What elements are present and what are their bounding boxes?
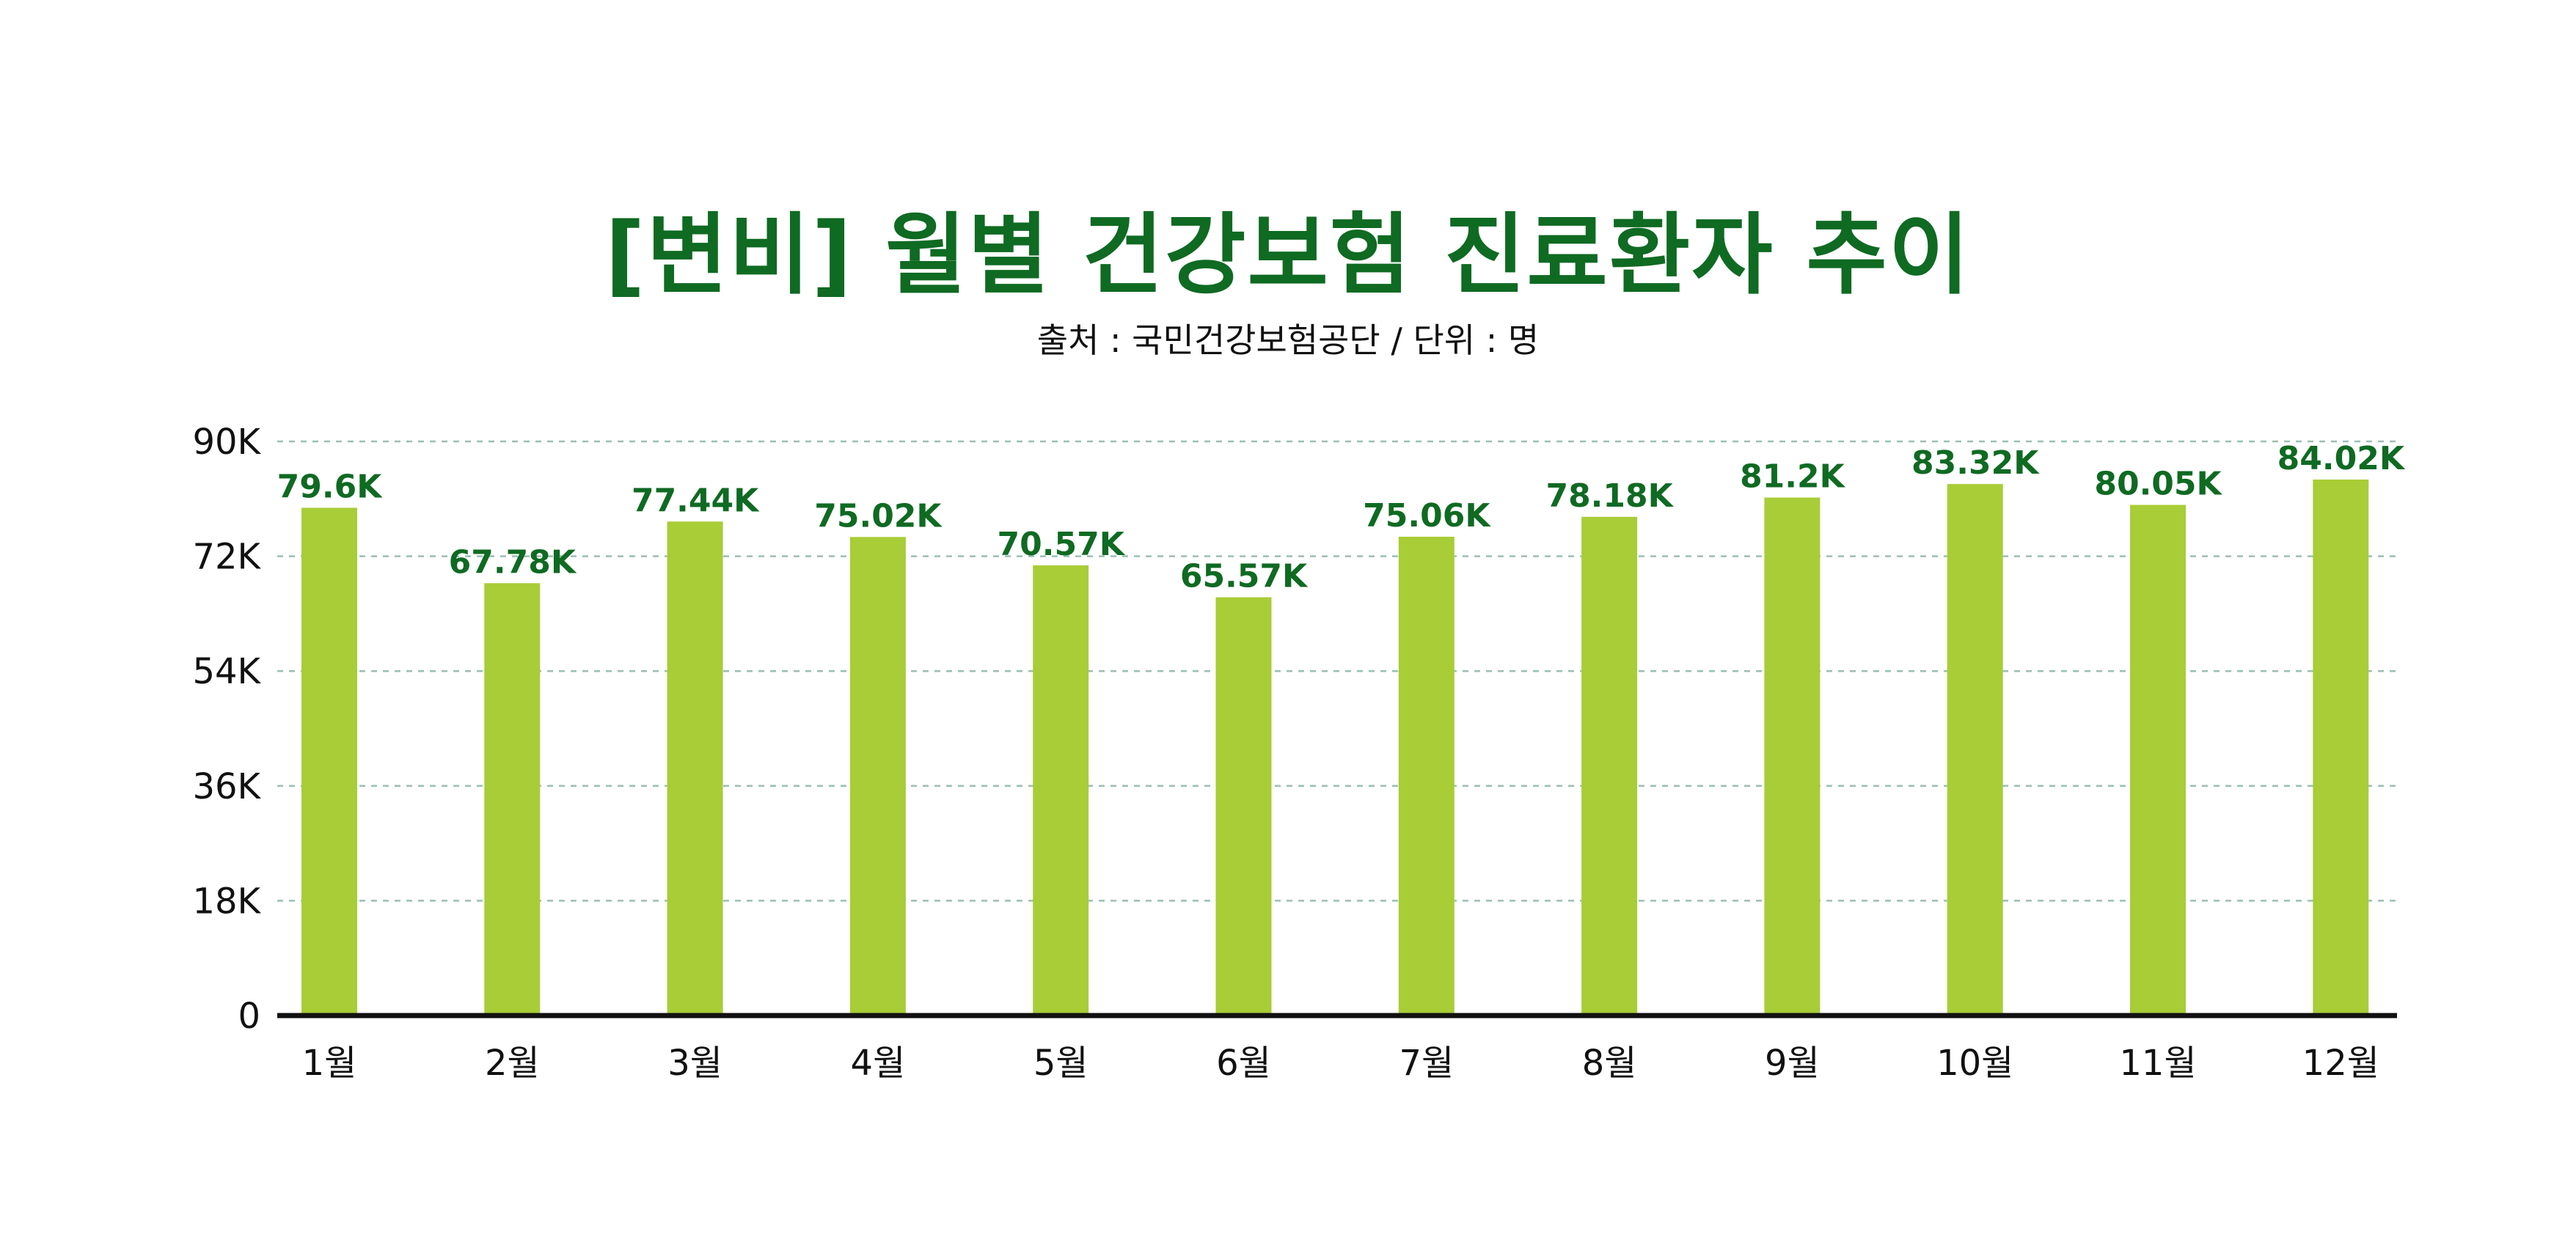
data-label: 84.02K: [2277, 440, 2406, 477]
data-label: 75.06K: [1363, 497, 1491, 535]
x-tick-label: 12월: [2302, 1043, 2379, 1084]
bar: [1764, 497, 1821, 1016]
x-tick-label: 6월: [1216, 1043, 1271, 1084]
data-label: 67.78K: [449, 543, 577, 581]
bar: [1215, 597, 1272, 1016]
x-tick-label: 5월: [1033, 1043, 1088, 1084]
x-tick-label: 2월: [485, 1043, 540, 1084]
y-tick-label: 36K: [192, 766, 261, 807]
bar: [1947, 484, 2003, 1016]
bars: [301, 480, 2369, 1016]
bar: [849, 537, 906, 1016]
x-tick-label: 10월: [1936, 1043, 2013, 1084]
x-tick-label: 1월: [302, 1043, 357, 1084]
y-tick-label: 72K: [192, 537, 261, 578]
bar: [484, 583, 541, 1016]
bar: [2313, 480, 2369, 1016]
bar: [2130, 504, 2186, 1016]
data-label: 80.05K: [2094, 466, 2222, 503]
bar: [667, 521, 723, 1016]
y-tick-label: 18K: [192, 881, 261, 922]
data-label: 65.57K: [1180, 558, 1309, 595]
x-tick-label: 11월: [2119, 1043, 2196, 1084]
bar: [301, 507, 357, 1016]
data-label: 78.18K: [1545, 477, 1674, 515]
bar: [1033, 565, 1089, 1016]
y-tick-label: 0: [238, 996, 260, 1037]
data-label: 70.57K: [998, 526, 1126, 563]
x-tick-label: 3월: [667, 1043, 722, 1084]
x-tick-label: 9월: [1765, 1043, 1820, 1084]
y-tick-label: 54K: [192, 651, 261, 692]
data-labels: 79.6K 67.78K 77.44K 75.02K 70.57K 65.57K 75.06…: [277, 440, 2406, 595]
chart-title: [변비] 월별 건강보험 진료환자 추이: [604, 205, 1972, 307]
data-label: 75.02K: [814, 497, 943, 535]
x-tick-label: 4월: [851, 1043, 906, 1084]
data-label: 79.6K: [277, 468, 384, 505]
chart-subtitle: 출처 : 국민건강보험공단 / 단위 : 명: [1036, 320, 1540, 360]
bar: [1398, 536, 1455, 1016]
y-tick-label: 90K: [192, 422, 261, 463]
bar: [1581, 516, 1638, 1016]
data-label: 77.44K: [632, 482, 760, 519]
x-tick-label: 8월: [1582, 1043, 1637, 1084]
axes: 0 18K 36K 54K 72K 90K 1월 2월 3월 4월 5월 6월 7월 8월 9월 10월 11월…: [192, 422, 2397, 1084]
x-tick-label: 7월: [1399, 1043, 1454, 1084]
gridlines: [277, 440, 2397, 902]
data-label: 83.32K: [1911, 444, 2040, 482]
data-label: 81.2K: [1740, 458, 1846, 496]
